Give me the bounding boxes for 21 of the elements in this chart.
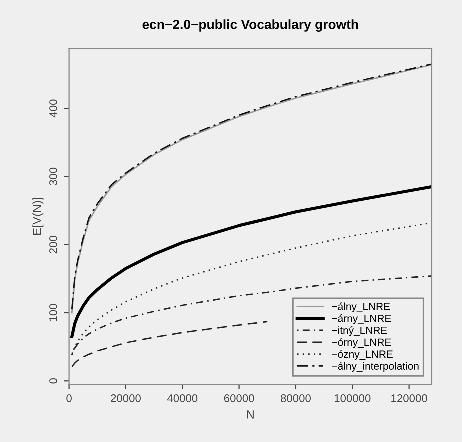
chart-title: ecn−2.0−public Vocabulary growth xyxy=(142,20,358,32)
legend-label: −árny_LNRE xyxy=(332,314,392,324)
x-tick-label: 80000 xyxy=(281,394,311,402)
y-tick-label: 300 xyxy=(50,168,58,186)
x-tick-label: 100000 xyxy=(334,394,371,402)
x-tick-label: 40000 xyxy=(167,394,198,402)
legend-label: −álny_LNRE xyxy=(332,302,390,312)
x-tick-label: 120000 xyxy=(392,394,428,402)
legend-label: −ózny_LNRE xyxy=(332,350,393,360)
y-tick-label: 0 xyxy=(50,378,58,384)
x-axis-title: N xyxy=(247,410,254,419)
x-tick-label: 0 xyxy=(66,394,72,402)
y-tick-label: 400 xyxy=(50,100,58,118)
x-tick-label: 20000 xyxy=(111,394,141,402)
x-tick-label: 60000 xyxy=(224,394,254,402)
y-axis-title: E[V(N)] xyxy=(32,198,44,235)
y-tick-label: 100 xyxy=(50,304,58,322)
y-tick-label: 200 xyxy=(50,236,58,254)
legend-label: −álny_interpolation xyxy=(332,362,419,372)
legend-label: −órny_LNRE xyxy=(332,338,392,348)
legend-label: −itný_LNRE xyxy=(332,326,388,336)
